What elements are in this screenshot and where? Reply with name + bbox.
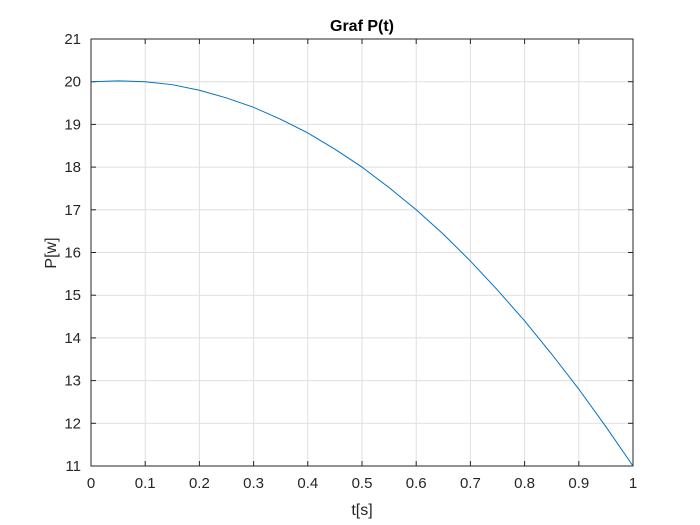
- x-tick-label: 1: [629, 475, 637, 492]
- y-tick-label: 16: [64, 245, 81, 262]
- axis-ticks: [90, 38, 634, 467]
- x-tick-label: 0: [87, 475, 95, 492]
- x-tick-label: 0.5: [352, 475, 373, 492]
- x-tick-label: 0.2: [189, 475, 210, 492]
- series-layer: [90, 80, 634, 467]
- y-axis-label: P[w]: [43, 237, 60, 268]
- x-tick-label: 0.4: [297, 475, 318, 492]
- grid: [90, 38, 634, 467]
- chart-title: Graf P(t): [330, 18, 394, 35]
- y-tick-label: 11: [65, 458, 81, 475]
- x-tick-label: 0.8: [514, 475, 535, 492]
- y-tick-label: 17: [64, 202, 81, 219]
- y-tick-label: 18: [64, 159, 81, 176]
- x-tick-label: 0.6: [406, 475, 427, 492]
- x-tick-label: 0.7: [460, 475, 481, 492]
- x-tick-label: 0.3: [243, 475, 264, 492]
- y-tick-label: 14: [64, 330, 81, 347]
- y-tick-label: 19: [64, 116, 81, 133]
- y-tick-label: 12: [64, 415, 81, 432]
- y-tick-label: 13: [64, 373, 81, 390]
- y-tick-label: 21: [64, 31, 81, 48]
- x-tick-labels: 0 0.1 0.2 0.3 0.4 0.5 0.6 0.7 0.8 0.9 1: [87, 475, 637, 492]
- x-tick-label: 0.1: [135, 475, 156, 492]
- x-tick-label: 0.9: [568, 475, 589, 492]
- y-tick-label: 20: [64, 74, 81, 91]
- y-tick-label: 15: [64, 287, 81, 304]
- series-line: [90, 80, 634, 467]
- x-axis-label: t[s]: [351, 502, 372, 519]
- y-tick-labels: 11 12 13 14 15 16 17 18 19 20 21: [64, 31, 81, 475]
